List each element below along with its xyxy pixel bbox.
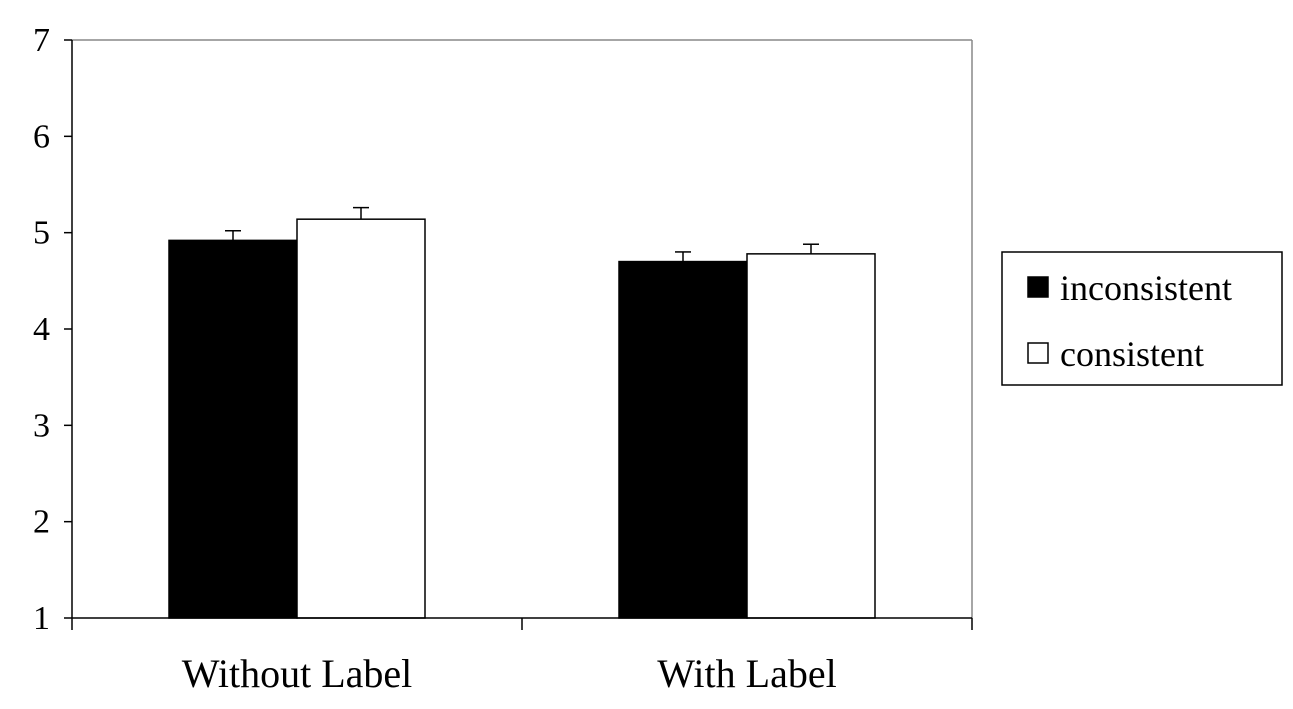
y-tick-label: 4 [33, 311, 50, 348]
y-tick-label: 3 [33, 407, 50, 444]
legend-label-consistent: consistent [1060, 334, 1204, 374]
y-tick-label: 7 [33, 22, 50, 59]
bar-consistent [746, 253, 876, 619]
bars-layer [168, 206, 876, 619]
legend: inconsistent consistent [1001, 251, 1283, 386]
y-tick-label: 5 [33, 215, 50, 252]
bar-inconsistent [618, 260, 748, 619]
plot-frame [72, 39, 973, 618]
axes-layer: 1 2 3 4 5 6 7 Without Label With Label [33, 22, 973, 696]
legend-label-inconsistent: inconsistent [1060, 268, 1232, 308]
legend-swatch-inconsistent [1027, 276, 1049, 298]
bar-consistent [296, 218, 426, 619]
y-tick-label: 6 [33, 118, 50, 155]
x-tick-label: With Label [657, 651, 836, 696]
legend-swatch-consistent [1027, 342, 1049, 364]
y-tick-label: 1 [33, 600, 50, 637]
x-tick-label: Without Label [182, 651, 413, 696]
y-tick-label: 2 [33, 504, 50, 541]
bar-inconsistent [168, 239, 298, 619]
